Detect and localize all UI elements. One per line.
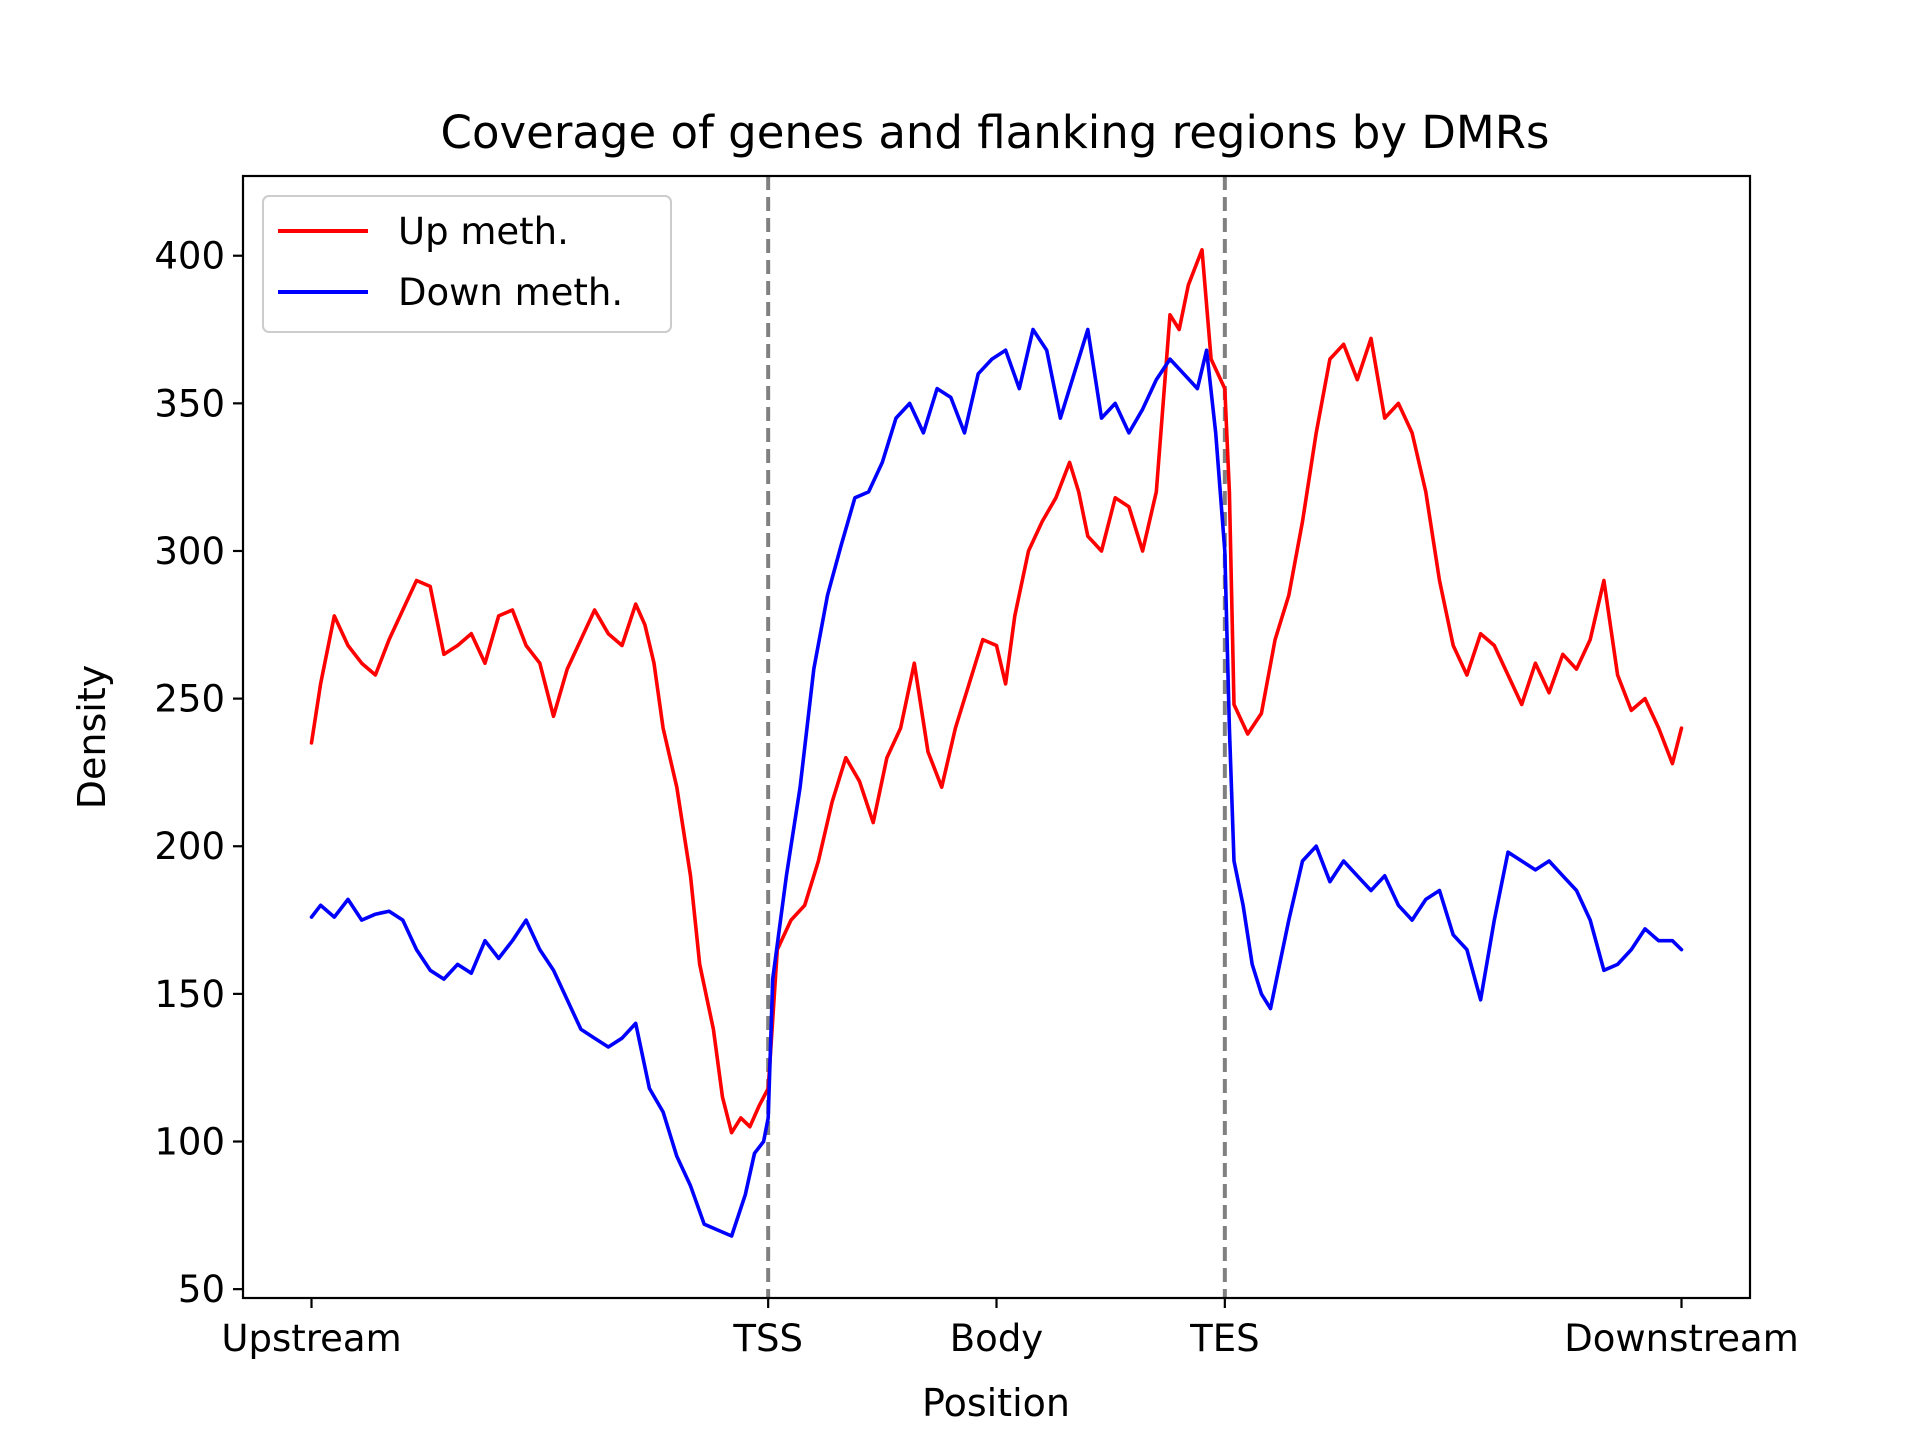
series-line-down-meth: [309, 327, 1684, 1238]
x-tick-label: Body: [950, 1317, 1043, 1360]
x-axis: Upstream TSS Body TES Downstream: [221, 1298, 1799, 1360]
y-axis: 50 100 150 200 250 300 350 400: [154, 235, 243, 1311]
y-axis-label: Density: [70, 665, 114, 809]
series-layer: [309, 248, 1684, 1238]
x-axis-label: Position: [922, 1381, 1070, 1425]
series-line-up-meth: [309, 248, 1684, 1135]
y-tick-label: 400: [154, 235, 225, 278]
legend-label-up-meth: Up meth.: [398, 210, 569, 253]
y-tick-label: 100: [154, 1121, 225, 1164]
legend: Up meth. Down meth.: [262, 195, 672, 333]
chart-title: Coverage of genes and flanking regions b…: [441, 106, 1550, 159]
x-tick-label: TES: [1189, 1317, 1259, 1360]
legend-label-down-meth: Down meth.: [398, 271, 623, 314]
y-tick-label: 200: [154, 825, 225, 868]
x-tick-label: Downstream: [1564, 1317, 1799, 1360]
y-tick-label: 350: [154, 382, 225, 425]
y-tick-label: 150: [154, 973, 225, 1016]
x-tick-label: Upstream: [221, 1317, 401, 1360]
y-tick-label: 50: [178, 1268, 225, 1311]
x-tick-label: TSS: [732, 1317, 803, 1360]
y-tick-label: 250: [154, 678, 225, 721]
y-tick-label: 300: [154, 530, 225, 573]
